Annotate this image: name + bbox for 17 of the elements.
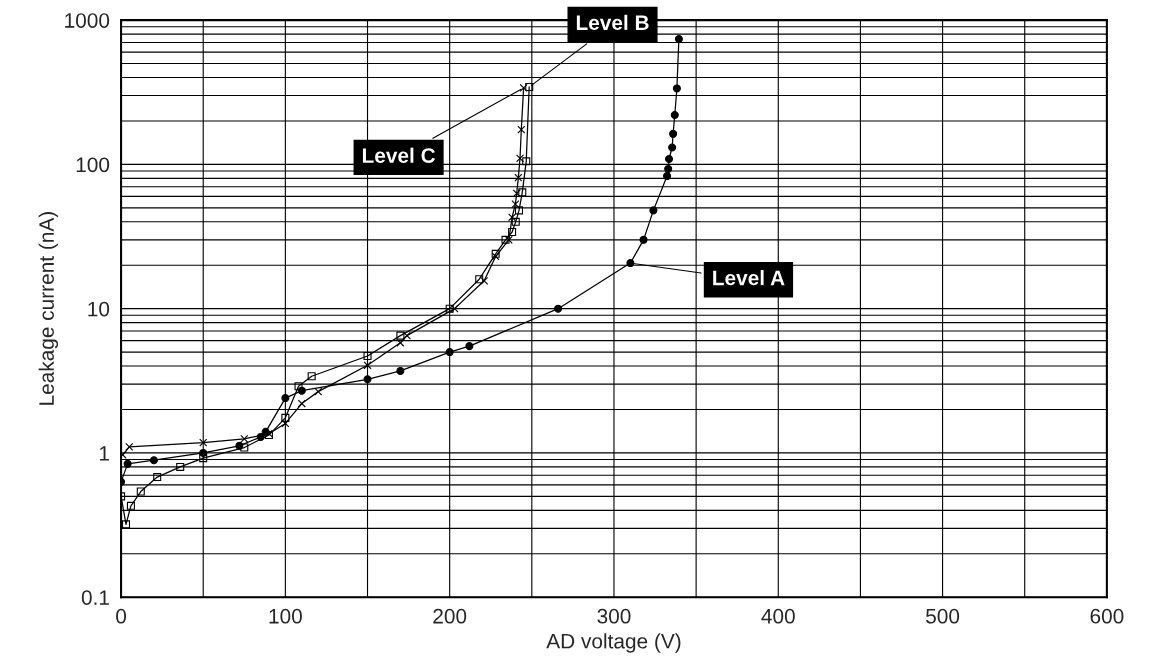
x-tick-label: 200 [433, 608, 467, 624]
x-tick-label: 100 [269, 608, 302, 624]
y-tick-label: 1 [99, 446, 109, 461]
annotation: Level B [576, 14, 649, 31]
y-tick-label: 1000 [65, 13, 110, 28]
x-tick-label: 600 [1090, 608, 1124, 624]
x-tick-label: 500 [926, 608, 960, 624]
x-tick-label: 300 [597, 608, 631, 624]
y-tick-label: 0.1 [81, 590, 109, 605]
x-tick-label: 0 [116, 608, 127, 624]
annotation: Level A [713, 270, 785, 286]
y-axis-title: Leakage current (nA) [38, 212, 59, 405]
y-tick-label: 10 [88, 301, 110, 317]
x-axis-title: AD voltage (V) [546, 633, 681, 653]
annotation: Level C [362, 147, 436, 163]
y-tick-label: 100 [76, 157, 110, 173]
x-tick-label: 400 [761, 608, 795, 624]
